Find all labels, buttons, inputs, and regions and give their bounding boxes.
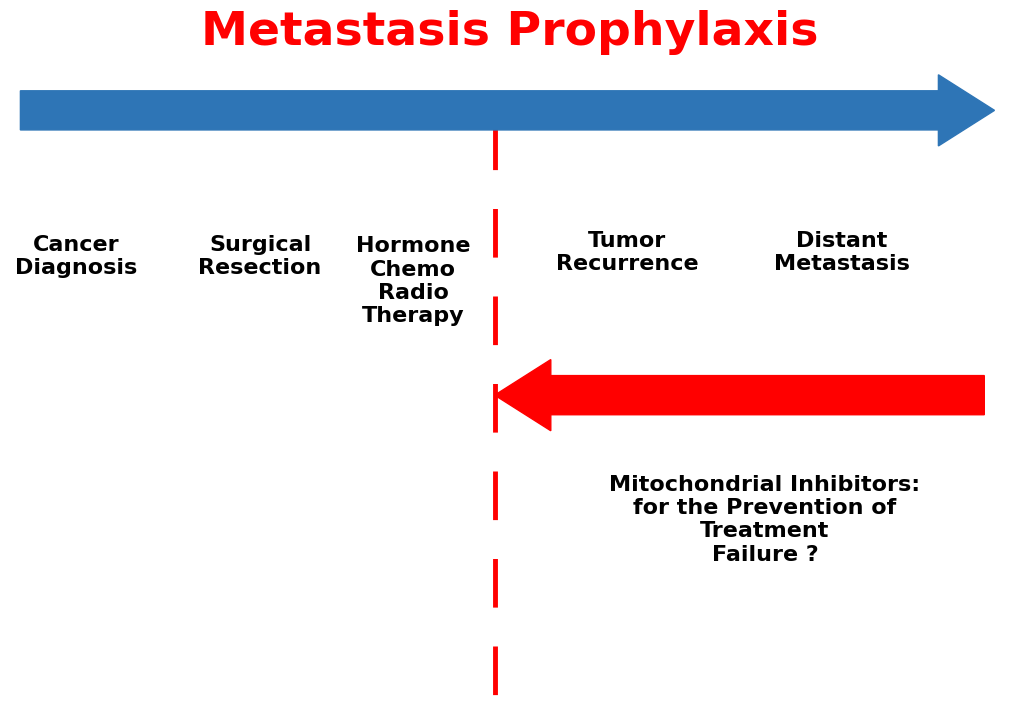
Text: Mitochondrial Inhibitors:
for the Prevention of
Treatment
Failure ?: Mitochondrial Inhibitors: for the Preven… <box>608 475 920 565</box>
Text: Hormone
Chemo
Radio
Therapy: Hormone Chemo Radio Therapy <box>356 236 470 326</box>
Text: Metastasis Prophylaxis: Metastasis Prophylaxis <box>201 9 818 55</box>
Text: Distant
Metastasis: Distant Metastasis <box>772 231 909 274</box>
FancyArrow shape <box>20 75 994 146</box>
FancyArrow shape <box>494 360 983 431</box>
Text: Surgical
Resection: Surgical Resection <box>199 235 321 278</box>
Text: Cancer
Diagnosis: Cancer Diagnosis <box>15 235 138 278</box>
Text: Tumor
Recurrence: Tumor Recurrence <box>555 231 698 274</box>
